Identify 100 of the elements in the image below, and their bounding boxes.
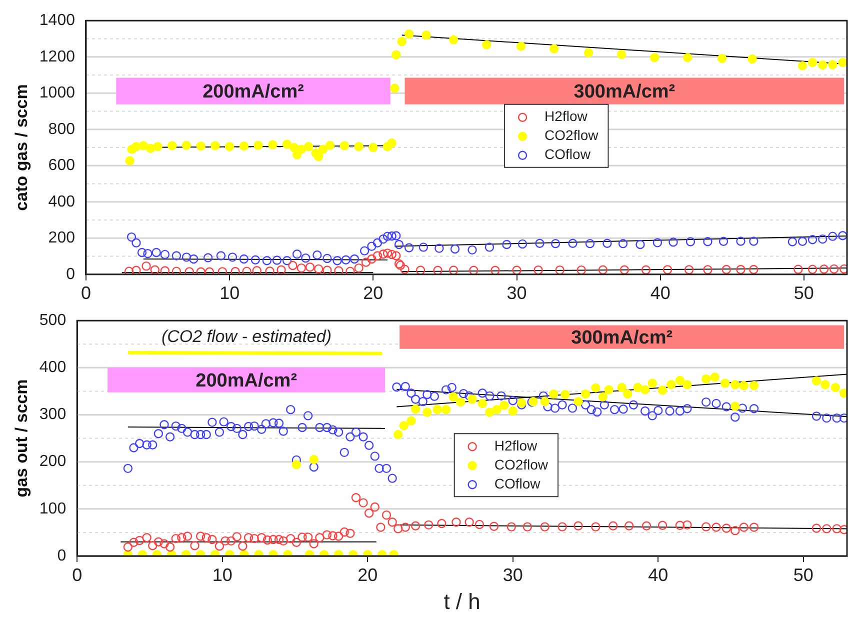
point: [568, 238, 578, 248]
point: [354, 263, 364, 273]
point: [550, 238, 560, 248]
point: [387, 231, 396, 241]
point: [314, 152, 324, 162]
point: [305, 262, 315, 272]
point: [292, 249, 302, 259]
point: [748, 54, 757, 64]
point: [204, 267, 214, 274]
point: [598, 265, 608, 274]
point: [340, 141, 350, 150]
point: [668, 238, 678, 247]
point: [314, 264, 324, 274]
point: [828, 60, 838, 70]
y-axis-title: cato gas / sccm: [12, 84, 31, 211]
x-tick-label: 50: [793, 564, 814, 585]
point: [182, 140, 192, 150]
point: [196, 141, 206, 151]
point: [322, 254, 332, 264]
point: [132, 238, 141, 248]
y-tick-label: 200: [39, 453, 66, 470]
point: [576, 265, 586, 274]
legend-label: CO2flow: [544, 127, 600, 144]
point: [390, 84, 400, 93]
point: [585, 238, 595, 248]
point: [636, 240, 645, 250]
point: [798, 236, 808, 246]
point: [218, 267, 227, 274]
point: [142, 261, 151, 271]
point: [382, 232, 392, 241]
band-label: 300mA/cm²: [571, 327, 673, 348]
legend-label: H2flow: [494, 437, 538, 454]
point: [288, 260, 298, 270]
point: [641, 265, 651, 274]
x-tick-label: 10: [212, 564, 232, 585]
legend-label: COflow: [494, 475, 542, 492]
band-label: 300mA/cm²: [574, 81, 676, 102]
point: [368, 142, 378, 152]
point: [703, 265, 712, 274]
point: [332, 256, 342, 266]
x-tick-label: 40: [648, 564, 668, 585]
x-tick-label: 50: [794, 283, 814, 304]
point: [125, 156, 134, 166]
point: [703, 236, 712, 246]
point: [126, 232, 136, 242]
point: [367, 254, 376, 264]
x-tick-label: 20: [358, 564, 378, 585]
point: [239, 254, 249, 264]
point: [469, 266, 478, 274]
y-tick-label: 1000: [39, 84, 76, 102]
band-label: 200mA/cm²: [196, 370, 298, 392]
point: [798, 61, 808, 70]
point: [620, 265, 630, 274]
point: [736, 264, 746, 274]
point: [618, 238, 628, 248]
point: [418, 242, 428, 252]
point: [124, 266, 134, 274]
point: [683, 52, 692, 62]
legend-label: COflow: [544, 146, 592, 162]
x-tick-label: 10: [220, 283, 240, 304]
point: [262, 256, 272, 266]
point: [736, 236, 746, 246]
point: [341, 255, 350, 264]
point: [354, 142, 364, 152]
point: [152, 248, 161, 258]
point: [749, 264, 758, 274]
y-tick-label: 100: [39, 500, 66, 518]
point: [518, 239, 528, 249]
point: [189, 254, 198, 264]
point: [184, 267, 194, 274]
point: [182, 252, 192, 262]
point: [662, 265, 672, 274]
x-tick-label: 20: [363, 283, 384, 304]
point: [717, 54, 727, 64]
point: [228, 252, 238, 262]
point: [448, 35, 458, 44]
legend-label: CO2flow: [494, 456, 549, 472]
point: [516, 42, 526, 51]
point: [422, 30, 431, 40]
point: [282, 256, 292, 266]
point: [360, 246, 370, 256]
point: [282, 140, 292, 149]
point: [160, 266, 170, 274]
point: [361, 258, 371, 267]
point: [378, 234, 388, 244]
point: [367, 242, 376, 251]
point: [686, 237, 696, 246]
point: [304, 142, 314, 152]
point: [490, 266, 500, 274]
point: [788, 237, 798, 246]
band-label: 200mA/cm²: [202, 81, 304, 102]
point: [404, 29, 414, 39]
point: [387, 250, 396, 260]
point: [818, 60, 828, 70]
point: [346, 266, 355, 274]
point: [296, 263, 306, 273]
point: [808, 58, 818, 68]
x-axis-title: t / h: [444, 588, 480, 614]
point: [210, 141, 220, 150]
point: [828, 232, 838, 241]
